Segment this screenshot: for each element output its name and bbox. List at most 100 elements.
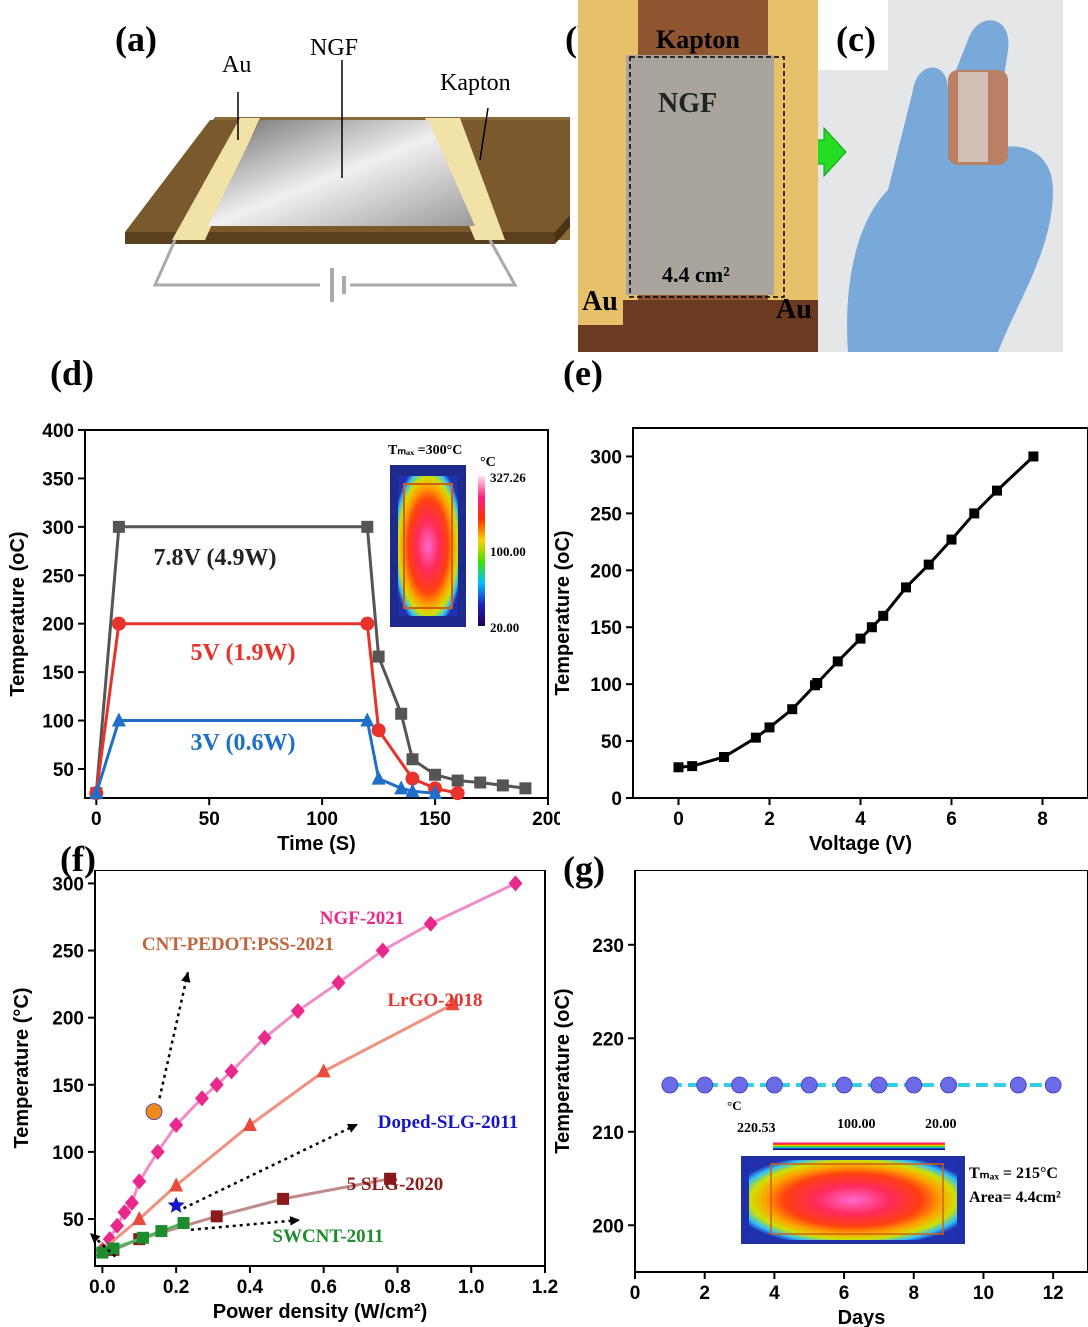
x-axis-label: Voltage (V) bbox=[809, 833, 912, 855]
data-point bbox=[812, 678, 823, 689]
y-axis-label: Temperature (°C) bbox=[11, 988, 33, 1149]
x-axis-label: Power density (W/cm²) bbox=[213, 1301, 427, 1323]
series-ngf-2021 bbox=[95, 875, 523, 1258]
panel-label-f: (f) bbox=[60, 839, 96, 879]
x-tick-label: 0.8 bbox=[384, 1277, 410, 1298]
x-tick-label: 0 bbox=[91, 809, 102, 830]
kapton-side bbox=[555, 215, 570, 244]
kapton-edge bbox=[125, 232, 555, 244]
y-tick-label: 50 bbox=[63, 1210, 84, 1231]
x-tick-label: 1.2 bbox=[532, 1277, 558, 1298]
y-tick-label: 250 bbox=[42, 566, 74, 587]
label-ngf: NGF bbox=[310, 35, 358, 61]
data-point bbox=[673, 762, 684, 773]
x-tick-label: 0.2 bbox=[163, 1277, 189, 1298]
series-doped-slg-2011 bbox=[167, 1196, 185, 1213]
colorbar-label: 100.00 bbox=[490, 544, 526, 559]
kapton-pointer bbox=[479, 107, 489, 161]
data-point bbox=[764, 722, 775, 733]
data-point bbox=[136, 1231, 149, 1244]
data-point bbox=[835, 1076, 853, 1094]
inset-title: Tₘₐₓ =300°C bbox=[388, 443, 462, 458]
data-point bbox=[257, 1029, 272, 1046]
data-point bbox=[167, 1196, 185, 1213]
data-point bbox=[750, 732, 761, 743]
data-point bbox=[787, 704, 798, 715]
data-point bbox=[371, 770, 386, 785]
data-point bbox=[719, 752, 729, 763]
colorbar-label: 100.00 bbox=[837, 1117, 876, 1132]
y-tick-label: 150 bbox=[590, 618, 622, 639]
arrow-head bbox=[347, 1123, 358, 1133]
panel-label-d: (d) bbox=[50, 353, 94, 393]
data-point bbox=[405, 771, 420, 786]
arrow-head bbox=[289, 1216, 300, 1226]
data-point bbox=[428, 785, 443, 800]
y-tick-label: 100 bbox=[52, 1143, 84, 1164]
x-tick-label: 200 bbox=[532, 809, 560, 830]
label-kapton: Kapton bbox=[440, 70, 511, 96]
label-area: 4.4 cm² bbox=[662, 262, 730, 287]
y-tick-label: 300 bbox=[590, 447, 622, 468]
data-point bbox=[169, 1117, 184, 1134]
data-point bbox=[107, 1242, 120, 1255]
data-point bbox=[474, 776, 487, 789]
data-point bbox=[169, 1177, 184, 1192]
inset-area: Area= 4.4cm² bbox=[969, 1189, 1061, 1206]
arrow-head bbox=[181, 972, 191, 983]
x-tick-label: 1.0 bbox=[458, 1277, 484, 1298]
y-tick-label: 300 bbox=[52, 874, 84, 895]
x-tick-label: 2 bbox=[699, 1283, 710, 1304]
x-tick-label: 10 bbox=[973, 1283, 994, 1304]
inset-thermal-image bbox=[749, 1160, 957, 1240]
label-au: Au bbox=[222, 52, 251, 78]
data-point bbox=[866, 622, 877, 633]
data-point bbox=[150, 1143, 165, 1160]
label-au-right: Au bbox=[776, 294, 812, 325]
panel-label-c: (c) bbox=[836, 19, 876, 59]
data-point bbox=[177, 1217, 190, 1230]
data-point bbox=[360, 712, 375, 727]
y-tick-label: 250 bbox=[52, 942, 84, 963]
ngf-photo bbox=[626, 55, 774, 295]
chart-g: 0 2 4 6 8 10 12 200 210 220 230 Days Temperature (oC… bbox=[552, 870, 1088, 1327]
data-point bbox=[111, 712, 126, 727]
data-point bbox=[855, 633, 866, 644]
inset-thermal-image bbox=[398, 476, 458, 616]
data-point bbox=[371, 723, 386, 738]
x-axis-label: Time (S) bbox=[277, 833, 356, 855]
data-point bbox=[445, 996, 460, 1011]
data-point bbox=[405, 783, 420, 798]
series-stability bbox=[661, 1076, 1062, 1094]
y-tick-label: 350 bbox=[42, 469, 74, 490]
data-point bbox=[519, 782, 532, 795]
x-axis-label: Days bbox=[838, 1307, 886, 1327]
plot-frame bbox=[634, 870, 1088, 1273]
inset-tmax: Tₘₐₓ = 215°C bbox=[969, 1165, 1058, 1182]
panel-label-g: (g) bbox=[563, 849, 605, 889]
data-point bbox=[290, 1002, 305, 1019]
x-tick-label: 0.0 bbox=[89, 1277, 115, 1298]
series-line bbox=[678, 455, 1035, 769]
x-tick-label: 8 bbox=[1037, 809, 1048, 830]
data-point bbox=[905, 1076, 923, 1094]
data-point bbox=[360, 616, 375, 631]
y-axis-label: Temperature (oC) bbox=[552, 988, 574, 1153]
inset-thermal-outline bbox=[770, 1163, 944, 1235]
chart-d: 0 50 100 150 200 50 100 150 200 250 300 350 400 Time … bbox=[7, 421, 560, 855]
x-tick-label: 6 bbox=[946, 809, 957, 830]
data-point bbox=[194, 1090, 209, 1107]
data-point bbox=[155, 1225, 168, 1238]
x-tick-label: 0.6 bbox=[310, 1277, 336, 1298]
dotted-arrow bbox=[158, 971, 190, 1099]
x-tick-label: 0.4 bbox=[237, 1277, 264, 1298]
data-point bbox=[765, 1076, 783, 1094]
x-tick-label: 8 bbox=[908, 1283, 919, 1304]
x-tick-label: 2 bbox=[764, 809, 775, 830]
dashed-outline bbox=[629, 56, 785, 298]
y-tick-label: 100 bbox=[42, 712, 74, 733]
series-label: 5V (1.9W) bbox=[191, 640, 296, 666]
data-point bbox=[687, 761, 698, 772]
data-point bbox=[316, 1063, 331, 1078]
data-point bbox=[661, 1076, 679, 1094]
